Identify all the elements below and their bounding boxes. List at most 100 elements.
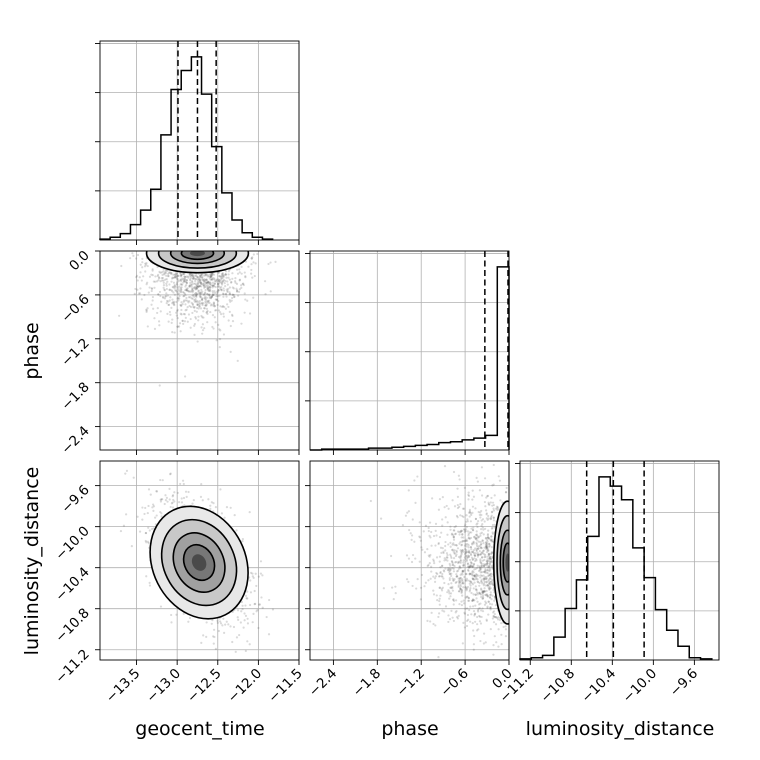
scatter-point xyxy=(482,565,486,568)
scatter-point xyxy=(469,584,472,587)
scatter-point xyxy=(190,283,194,286)
scatter-point xyxy=(202,634,205,637)
scatter-point xyxy=(151,299,154,302)
scatter-point xyxy=(193,286,196,289)
scatter-point xyxy=(175,282,178,285)
scatter-point xyxy=(483,589,486,593)
scatter-point xyxy=(144,531,147,535)
scatter-point xyxy=(453,551,456,554)
scatter-point xyxy=(211,284,214,287)
scatter-point xyxy=(162,296,165,299)
scatter-point xyxy=(481,594,485,597)
scatter-point xyxy=(252,261,255,264)
scatter-point xyxy=(230,281,233,284)
scatter-point xyxy=(485,512,488,515)
scatter-point xyxy=(475,543,478,546)
scatter-point xyxy=(481,551,484,554)
scatter-point xyxy=(204,304,207,307)
scatter-point xyxy=(471,583,475,586)
scatter-point xyxy=(468,573,471,576)
scatter-point xyxy=(478,584,481,587)
scatter-point xyxy=(206,284,209,287)
scatter-point xyxy=(481,591,484,594)
scatter-point xyxy=(179,312,182,315)
scatter-point xyxy=(250,272,253,275)
scatter-point xyxy=(171,494,175,497)
scatter-point xyxy=(174,273,177,276)
scatter-point xyxy=(444,544,447,548)
scatter-point xyxy=(486,606,489,609)
scatter-point xyxy=(486,534,489,537)
scatter-point xyxy=(171,301,174,304)
scatter-point xyxy=(437,541,440,545)
scatter-point xyxy=(441,575,444,578)
scatter-point xyxy=(479,622,483,625)
scatter-point xyxy=(438,597,441,600)
scatter-point xyxy=(202,283,205,286)
scatter-point xyxy=(161,273,164,276)
scatter-point xyxy=(479,602,482,605)
scatter-point xyxy=(201,290,204,293)
scatter-point xyxy=(227,305,230,309)
y-tick-label: −0.6 xyxy=(58,291,92,325)
scatter-point xyxy=(461,580,464,583)
scatter-point xyxy=(479,571,482,574)
scatter-point xyxy=(211,278,214,281)
scatter-point xyxy=(481,597,485,600)
scatter-point xyxy=(244,604,247,607)
scatter-point xyxy=(215,279,218,282)
scatter-point xyxy=(271,608,275,611)
scatter-point xyxy=(206,309,209,313)
scatter-point xyxy=(491,617,494,620)
scatter-point xyxy=(477,607,480,610)
scatter-point xyxy=(484,578,488,581)
scatter-point xyxy=(455,573,458,576)
scatter-point xyxy=(200,298,204,301)
scatter-point xyxy=(431,497,434,500)
scatter-point xyxy=(259,560,263,563)
scatter-point xyxy=(488,569,492,572)
scatter-point xyxy=(479,534,482,537)
scatter-point xyxy=(216,619,219,622)
scatter-point xyxy=(487,552,491,555)
scatter-point xyxy=(482,533,485,536)
scatter-point xyxy=(457,614,460,617)
scatter-point xyxy=(473,557,476,560)
scatter-point xyxy=(147,526,150,529)
scatter-point xyxy=(445,556,448,559)
scatter-point xyxy=(449,528,452,531)
x-tick-label: −1.8 xyxy=(350,666,384,700)
xlabel-phase: phase xyxy=(381,718,438,740)
scatter-point xyxy=(150,287,154,290)
scatter-point xyxy=(202,310,205,313)
scatter-point xyxy=(483,500,486,504)
scatter-point xyxy=(472,541,475,544)
scatter-point xyxy=(236,268,239,271)
scatter-point xyxy=(460,550,463,553)
scatter-point xyxy=(482,584,485,587)
scatter-point xyxy=(216,283,220,286)
scatter-point xyxy=(195,287,198,290)
scatter-point xyxy=(473,574,476,577)
scatter-point xyxy=(440,575,443,578)
scatter-point xyxy=(486,584,489,587)
scatter-point xyxy=(189,317,192,321)
scatter-point xyxy=(440,589,444,592)
scatter-point xyxy=(471,489,474,492)
scatter-point xyxy=(187,296,191,299)
scatter-point xyxy=(472,563,475,566)
scatter-point xyxy=(492,509,496,512)
scatter-point xyxy=(209,281,212,284)
scatter-point xyxy=(462,582,465,585)
scatter-point xyxy=(465,514,468,517)
scatter-point xyxy=(445,504,448,508)
scatter-point xyxy=(151,506,154,509)
scatter-point xyxy=(209,275,212,278)
scatter-point xyxy=(469,561,472,564)
scatter-point xyxy=(258,603,262,606)
scatter-point xyxy=(231,314,234,317)
scatter-point xyxy=(493,526,496,529)
scatter-point xyxy=(208,288,212,291)
scatter-point xyxy=(207,280,210,284)
scatter-point xyxy=(471,505,475,508)
